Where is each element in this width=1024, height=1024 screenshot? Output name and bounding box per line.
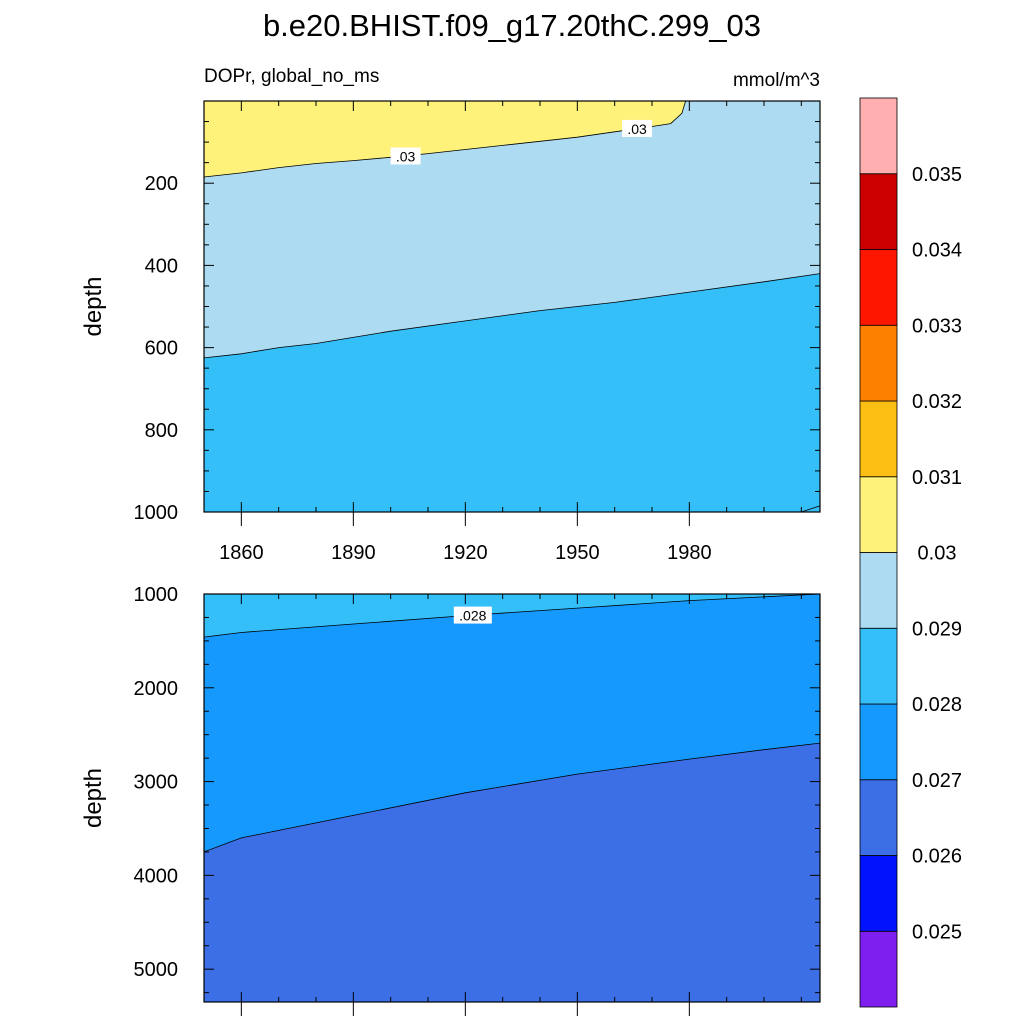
lower-ytick-label-0: 1000 — [134, 584, 179, 606]
upper-ytick-label-2: 600 — [145, 338, 178, 360]
colorbar-swatch-4 — [859, 627, 898, 705]
lower-ytick-label-4: 5000 — [134, 959, 179, 981]
upper-contour-label-box-0 — [390, 147, 421, 165]
lower-ytick-label-3: 4000 — [134, 865, 179, 887]
lower-ytick-label-2: 3000 — [134, 772, 179, 794]
lower-plot-area: .028 — [204, 594, 820, 1002]
colorbar-swatch-11 — [859, 97, 898, 175]
colorbar-swatch-2 — [859, 779, 898, 856]
upper-ytick-label-0: 200 — [145, 173, 178, 195]
variable-label: DOPr, global_no_ms — [204, 66, 379, 87]
colorbar-label-8: 0.033 — [912, 315, 962, 337]
upper-panel: .03 .03 200 400 600 800 1000 1860 1890 1920 1950 19… — [80, 100, 821, 564]
upper-ytick-label-1: 400 — [145, 255, 178, 277]
lower-ytick-label-1: 2000 — [134, 678, 179, 700]
xtick-label-1: 1890 — [331, 542, 376, 564]
colorbar-label-5: 0.03 — [918, 543, 957, 565]
upper-ytick-label-3: 800 — [145, 420, 178, 442]
colorbar-swatch-7 — [859, 400, 898, 478]
colorbar-label-6: 0.031 — [912, 467, 962, 489]
colorbar-swatch-6 — [859, 476, 898, 553]
upper-contour-region-1 — [204, 101, 687, 178]
colorbar-label-7: 0.032 — [912, 391, 962, 413]
lower-contour-region-0 — [204, 594, 820, 638]
upper-plot-area: .03 .03 — [204, 101, 820, 512]
upper-contour-label-1: .03 — [627, 121, 647, 137]
lower-panel: .028 1000 2000 3000 4000 5000 depth — [80, 584, 821, 1016]
colorbar-label-4: 0.029 — [912, 618, 962, 640]
xtick-label-0: 1860 — [219, 542, 264, 564]
colorbar-swatch-5 — [859, 552, 898, 629]
lower-frame — [203, 593, 821, 1003]
units-label: mmol/m^3 — [733, 70, 820, 91]
chart-title: b.e20.BHIST.f09_g17.20thC.299_03 — [263, 8, 761, 43]
upper-contour-region-2 — [801, 505, 820, 512]
lower-ylabel: depth — [80, 768, 107, 828]
colorbar-label-10: 0.035 — [912, 164, 962, 186]
upper-contour-label-0: .03 — [396, 148, 416, 164]
colorbar-swatch-9 — [859, 249, 898, 326]
xtick-label-4: 1980 — [667, 542, 712, 564]
colorbar-swatch-3 — [859, 703, 898, 781]
colorbar: 0.025 0.026 0.027 0.028 0.029 0.03 0.031 0.032 0… — [859, 97, 962, 1008]
upper-contour-region-0 — [204, 101, 820, 359]
upper-ytick-label-4: 1000 — [134, 502, 179, 524]
lower-contour-label-0: .028 — [459, 608, 486, 624]
xtick-label-3: 1950 — [555, 542, 600, 564]
upper-contour-label-box-1 — [622, 119, 653, 137]
upper-ylabel: depth — [80, 276, 107, 336]
colorbar-swatch-10 — [859, 173, 898, 250]
colorbar-label-2: 0.027 — [912, 770, 962, 792]
colorbar-label-0: 0.025 — [912, 921, 962, 943]
colorbar-label-1: 0.026 — [912, 846, 962, 868]
colorbar-swatch-1 — [859, 855, 898, 932]
lower-contour-label-box-0 — [453, 606, 492, 624]
colorbar-label-3: 0.028 — [912, 694, 962, 716]
lower-contour-region-1 — [204, 742, 820, 1002]
colorbar-swatch-8 — [859, 324, 898, 402]
xtick-label-2: 1920 — [443, 542, 488, 564]
colorbar-label-9: 0.034 — [912, 240, 962, 262]
colorbar-swatch-0 — [859, 930, 898, 1008]
